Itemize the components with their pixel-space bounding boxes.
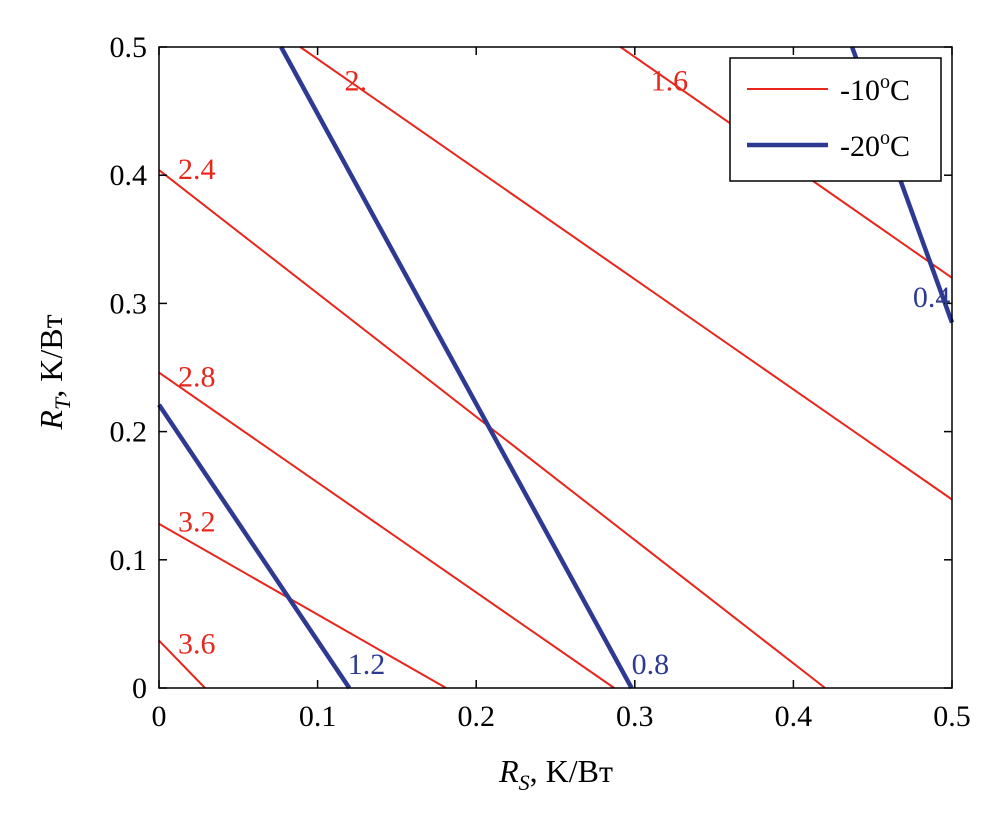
contour-label-1: 3.2 — [178, 506, 216, 539]
x-axis-title: RS, K/Вт — [498, 753, 613, 795]
x-axis-subscript: S — [519, 770, 530, 795]
plot-frame — [158, 46, 953, 689]
contour-label-4: 2. — [345, 65, 368, 98]
contour-line-3_6 — [158, 639, 206, 689]
y-tick-label: 0.4 — [110, 159, 148, 192]
contour-label-6: 1.2 — [348, 648, 386, 681]
contour-line-0_8 — [279, 45, 634, 690]
y-tick-label: 0 — [132, 672, 147, 705]
x-axis-unit: , K/Вт — [530, 753, 613, 789]
x-tick-label: 0.2 — [457, 700, 495, 733]
axis-ticks: 0 0.1 0.2 0.3 0.4 0.5 0 0.1 0.2 0.3 0.4 0.5 — [110, 31, 971, 733]
contour-label-5: 1.6 — [651, 65, 689, 98]
contour-line-2_8 — [158, 371, 615, 689]
y-tick-label: 0.5 — [110, 31, 148, 64]
contour-label-7: 0.8 — [632, 648, 670, 681]
x-tick-label: 0.3 — [616, 700, 654, 733]
contour-line-1_2 — [157, 403, 352, 690]
legend-box — [729, 57, 942, 182]
y-axis-title: RT, K/Вт — [33, 314, 75, 430]
y-axis-symbol: R — [33, 410, 69, 431]
legend: -10oC -20oC — [729, 57, 942, 182]
x-tick-label: 0.5 — [933, 700, 971, 733]
contour-label-8: 0.4 — [913, 281, 951, 314]
x-tick-label: 0.1 — [299, 700, 337, 733]
contour-label-3: 2.4 — [178, 153, 216, 186]
x-axis-symbol: R — [498, 753, 519, 789]
x-tick-label: 0 — [152, 700, 167, 733]
contour-label-2: 2.8 — [178, 361, 216, 394]
x-tick-label: 0.4 — [775, 700, 813, 733]
legend-label-minus10: -10oC — [840, 71, 910, 107]
contour-line-2_0 — [299, 46, 953, 501]
y-tick-label: 0.3 — [110, 287, 148, 320]
contour-labels: 3.6 3.2 2.8 2.4 2. 1.6 1.2 0.8 0.4 — [178, 65, 950, 681]
y-axis-subscript: T — [50, 396, 75, 410]
y-axis-unit: , K/Вт — [33, 314, 69, 397]
legend-label-minus20: -20oC — [840, 127, 910, 163]
y-tick-label: 0.1 — [110, 544, 148, 577]
y-tick-label: 0.2 — [110, 416, 148, 449]
contour-line-3_2 — [158, 523, 447, 689]
contour-label-0: 3.6 — [178, 627, 216, 660]
